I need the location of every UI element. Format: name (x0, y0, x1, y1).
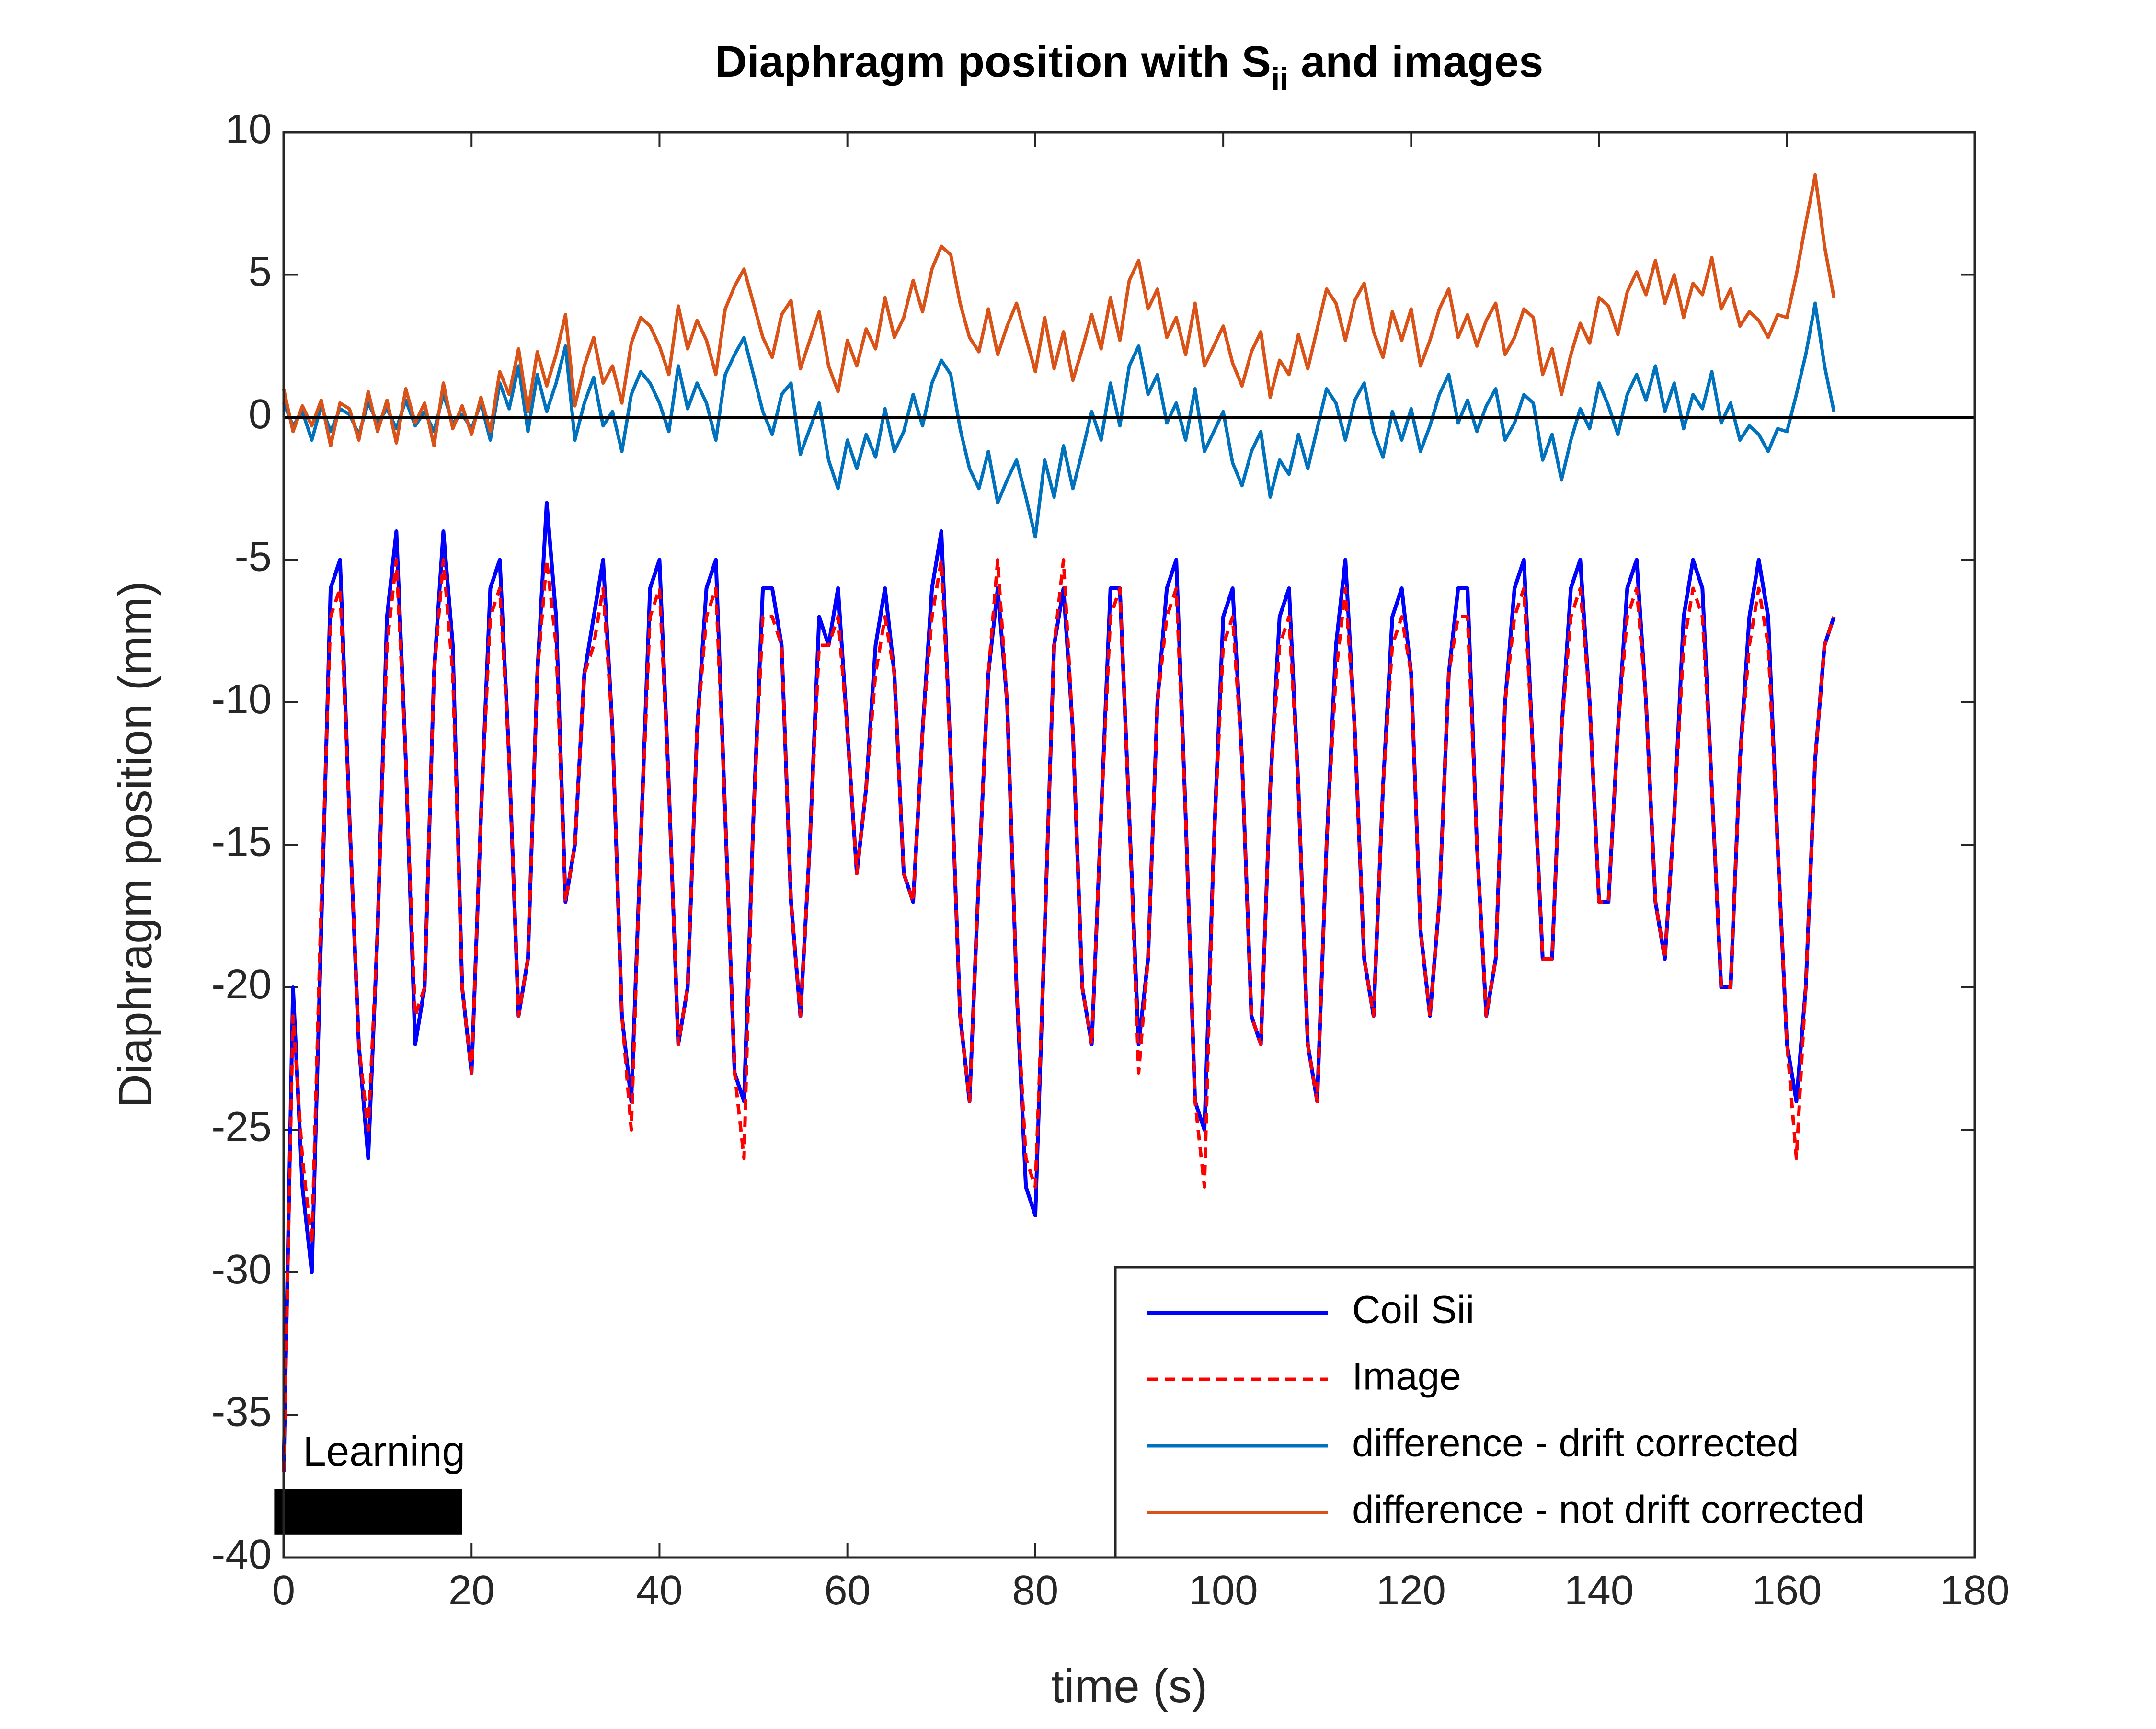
series-line (282, 301, 1836, 539)
title-subscript: ii (1271, 61, 1289, 97)
x-tick-label: 0 (272, 1567, 295, 1614)
chart-title: Diaphragm position with Sii and images (715, 37, 1544, 97)
series-line (282, 558, 1836, 1472)
y-tick-label: -15 (211, 818, 272, 865)
legend-label: Coil Sii (1352, 1288, 1474, 1332)
y-tick-label: -20 (211, 961, 272, 1008)
y-tick-label: -30 (211, 1246, 272, 1293)
x-tick-label: 140 (1564, 1567, 1634, 1614)
x-tick-label: 40 (636, 1567, 683, 1614)
title-suffix: and images (1289, 37, 1544, 86)
y-tick-label: 0 (249, 391, 272, 437)
x-tick-label: 160 (1752, 1567, 1822, 1614)
x-tick-label: 100 (1189, 1567, 1258, 1614)
x-tick-label: 180 (1940, 1567, 2009, 1614)
legend: Coil Sii Image difference - drift correcte… (1114, 1266, 1976, 1559)
y-tick-label: -25 (211, 1103, 272, 1150)
y-tick-label: 10 (225, 106, 272, 152)
y-tick-label: -10 (211, 676, 272, 722)
x-tick-label: 20 (448, 1567, 495, 1614)
series-line (282, 173, 1836, 447)
legend-label: difference - not drift corrected (1352, 1488, 1865, 1532)
learning-bar (274, 1489, 462, 1535)
legend-label: Image (1352, 1355, 1461, 1398)
y-tick-label: -5 (235, 533, 272, 580)
y-tick-label: 5 (249, 248, 272, 295)
title-text: Diaphragm position with S (715, 37, 1271, 86)
legend-box (1114, 1266, 1976, 1559)
x-tick-label: 80 (1012, 1567, 1058, 1614)
x-axis-label: time (s) (1051, 1660, 1208, 1712)
y-axis-label: Diaphragm position (mm) (109, 581, 161, 1108)
x-tick-label: 120 (1376, 1567, 1446, 1614)
learning-label: Learning (303, 1428, 465, 1475)
x-tick-label: 60 (824, 1567, 871, 1614)
y-tick-label: -40 (211, 1531, 272, 1578)
y-tick-label: -35 (211, 1388, 272, 1435)
legend-label: difference - drift corrected (1352, 1421, 1799, 1465)
